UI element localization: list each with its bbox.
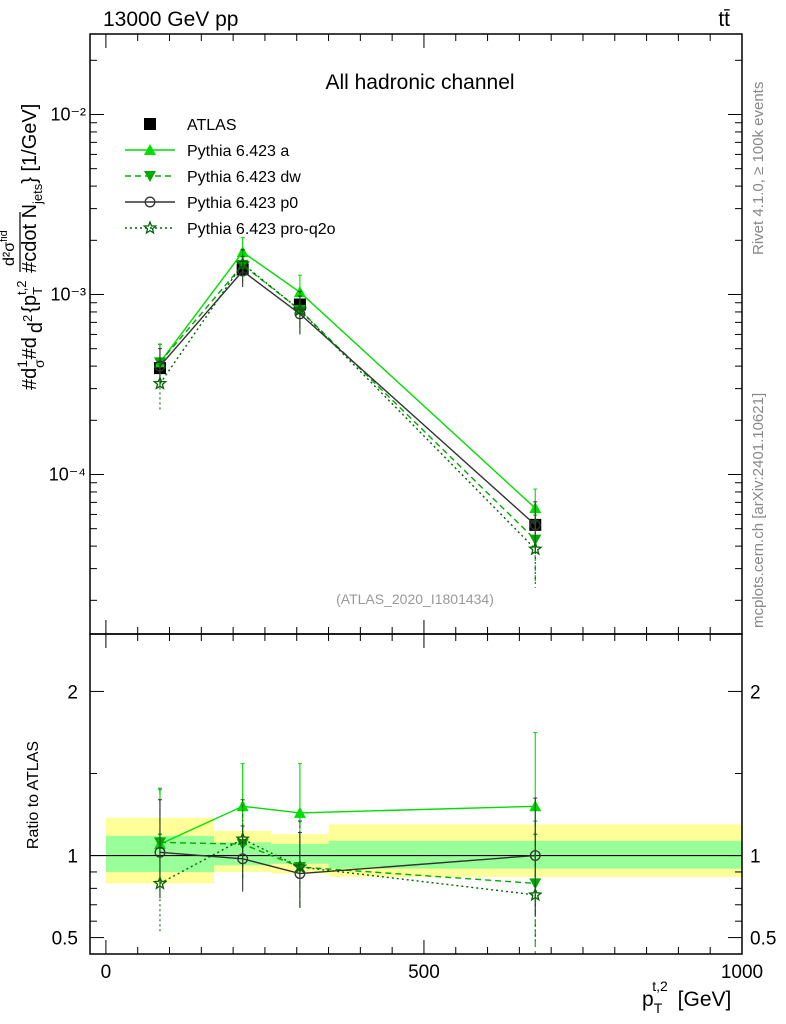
- ratio-y-axis-label: Ratio to ATLAS: [25, 741, 42, 849]
- main-y-axis-label: #d1σ#dd2{pTt,2 #cdot Njets} [1/GeV] d²σf…: [0, 104, 47, 390]
- legend-marker-pythia_proq2o: [142, 220, 158, 235]
- legend-label-pythia_proq2o: Pythia 6.423 pro-q2o: [187, 221, 336, 238]
- ratio-pythia_proq2o-point: [292, 859, 308, 874]
- ratio-uncertainty-bands: [90, 817, 742, 884]
- main-pythia_proq2o-point: [235, 256, 251, 271]
- main-title: All hadronic channel: [325, 71, 514, 94]
- svg-text:#d1σ#dd2{pTt,2 #cdot Njets} [1: #d1σ#dd2{pTt,2 #cdot Njets} [1/GeV]: [14, 104, 47, 390]
- main-axis-ticks: 10⁻⁴ 10⁻³ 10⁻²: [49, 34, 743, 634]
- main-plot-panel: All hadronic channel (ATLAS_2020_I180143…: [49, 33, 743, 635]
- main-pythia_p0-line: [159, 270, 536, 526]
- ratio-y-tick-label: 0.5: [52, 929, 78, 950]
- ratio-pythia_p0-point: [237, 853, 249, 865]
- ratio-pythia_p0-point: [294, 868, 306, 880]
- reference-label: (ATLAS_2020_I1801434): [336, 591, 494, 607]
- mcplots-credit: mcplots.cern.ch [arXiv:2401.10621]: [750, 393, 767, 628]
- main-pythia_a-line: [159, 251, 536, 509]
- legend-label-pythia_p0: Pythia 6.423 p0: [187, 195, 298, 212]
- ratio-pythia_a-line: [159, 805, 536, 845]
- main-pythia_p0-point: [529, 519, 541, 531]
- x-tick-label: 0: [101, 962, 112, 983]
- svg-text:d²σfid: d²σfid: [0, 230, 18, 266]
- ratio-pythia_proq2o-point: [235, 831, 251, 846]
- main-pythia_proq2o-point: [292, 302, 308, 317]
- ratio-pythia_proq2o-point: [152, 875, 168, 890]
- ratio-pythia_a-point: [293, 806, 306, 818]
- ratio-plot-panel: 0.5 0.5 1 1 2 2 0 500 1000: [52, 633, 776, 983]
- svg-text:pTt,2 [GeV]: pTt,2 [GeV]: [642, 978, 731, 1016]
- legend-marker-pythia_a: [144, 144, 156, 155]
- ratio-pythia_proq2o-line: [159, 838, 536, 896]
- ratio-pythia_proq2o-point: [527, 887, 543, 902]
- x-tick-label: 1000: [721, 962, 763, 983]
- legend-label-pythia_dw: Pythia 6.423 dw: [187, 169, 301, 186]
- main-plot-area: [152, 237, 543, 588]
- main-pythia_proq2o-line: [159, 262, 536, 550]
- x-axis-label: pTt,2 [GeV]: [642, 978, 731, 1016]
- x-tick-label: 500: [408, 962, 440, 983]
- ratio-plot-area: [152, 731, 543, 954]
- ratio-pythia_p0-line: [159, 851, 536, 875]
- ratio-frame: [89, 633, 743, 955]
- legend-marker-pythia_p0: [144, 196, 156, 208]
- energy-label: 13000 GeV pp: [103, 8, 238, 31]
- y-tick-label: 10⁻²: [50, 104, 86, 124]
- legend: ATLAS Pythia 6.423 a Pythia 6.423 dw Pythia…: [125, 117, 336, 238]
- main-pythia_proq2o-point: [527, 541, 543, 556]
- process-label: tt̄: [718, 8, 730, 31]
- y-tick-label: 10⁻⁴: [49, 465, 86, 485]
- y-tick-label: 10⁻³: [50, 284, 86, 304]
- legend-marker-pythia_dw: [144, 171, 156, 182]
- main-pythia_proq2o-point: [152, 375, 168, 390]
- ratio-y-tick-label-right: 1: [750, 847, 761, 868]
- legend-label-atlas: ATLAS: [187, 117, 237, 134]
- ratio-y-tick-label: 1: [67, 847, 78, 868]
- rivet-credit: Rivet 4.1.0, ≥ 100k events: [750, 82, 767, 255]
- ratio-y-tick-label: 2: [67, 682, 78, 703]
- ratio-axis-ticks: 0.5 0.5 1 1 2 2 0 500 1000: [52, 634, 776, 983]
- legend-marker-atlas: [144, 118, 156, 130]
- ratio-y-tick-label-right: 0.5: [750, 929, 776, 950]
- ratio-pythia_dw-line: [159, 841, 536, 885]
- ratio-pythia_p0-point: [154, 846, 166, 858]
- ratio-y-tick-label-right: 2: [750, 682, 761, 703]
- legend-label-pythia_a: Pythia 6.423 a: [187, 143, 289, 160]
- main-pythia_dw-line: [159, 263, 536, 541]
- main-pythia_p0-point: [154, 360, 166, 372]
